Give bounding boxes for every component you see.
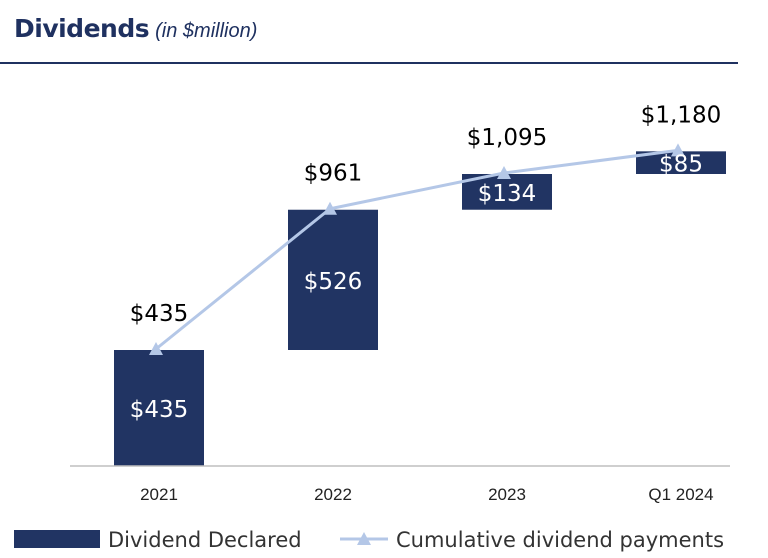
cumulative-marker bbox=[149, 342, 163, 355]
bar-value-label: $134 bbox=[478, 181, 537, 207]
legend-swatch-dividend-declared bbox=[14, 530, 100, 548]
bar-value-label: $526 bbox=[304, 269, 363, 295]
chart-title: Dividends (in $million) bbox=[14, 14, 257, 43]
title-divider bbox=[0, 62, 738, 64]
legend-label-cumulative-dividend-payments: Cumulative dividend payments bbox=[396, 528, 724, 552]
x-tick-label: 2021 bbox=[140, 485, 178, 504]
x-tick-label: Q1 2024 bbox=[648, 485, 713, 504]
bar-2022 bbox=[288, 209, 378, 350]
legend-swatch-cumulative-marker bbox=[357, 532, 371, 545]
bar-q1-2024 bbox=[636, 151, 726, 174]
legend-label-dividend-declared: Dividend Declared bbox=[108, 528, 302, 552]
x-tick-label: 2022 bbox=[314, 485, 352, 504]
legend: Dividend Declared Cumulative dividend pa… bbox=[14, 528, 724, 552]
bar-value-label: $435 bbox=[130, 397, 189, 423]
x-tick-labels: 2021 2022 2023 Q1 2024 bbox=[140, 485, 714, 504]
cumulative-value-label: $1,180 bbox=[641, 102, 721, 128]
cumulative-line-group bbox=[149, 143, 685, 355]
cumulative-line bbox=[155, 148, 679, 351]
bar-value-label: $85 bbox=[659, 152, 703, 178]
cumulative-marker bbox=[497, 166, 511, 179]
bar-2021 bbox=[114, 350, 204, 466]
chart-title-text: Dividends bbox=[14, 14, 150, 43]
x-tick-label: 2023 bbox=[488, 485, 526, 504]
cumulative-marker bbox=[323, 201, 337, 215]
cumulative-value-label: $961 bbox=[304, 161, 363, 187]
cumulative-value-label: $435 bbox=[130, 301, 189, 327]
cumulative-value-label: $1,095 bbox=[467, 125, 547, 151]
chart-subtitle: (in $million) bbox=[155, 20, 258, 42]
cumulative-marker bbox=[671, 143, 685, 157]
data-labels-group: $435 $526 $134 $85 $435 $961 $1,095 $1,180 bbox=[130, 102, 722, 423]
